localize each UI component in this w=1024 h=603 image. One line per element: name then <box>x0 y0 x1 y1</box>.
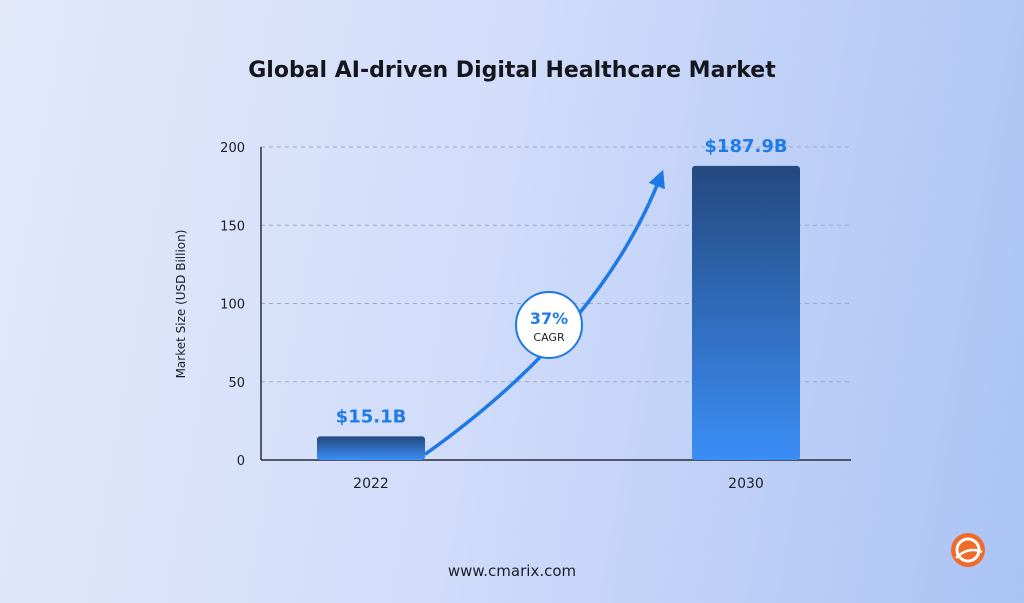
cagr-annotation: 37% CAGR <box>423 169 665 456</box>
website-url: www.cmarix.com <box>447 562 577 580</box>
y-tick-label: 0 <box>237 454 245 469</box>
bar-2030 <box>692 165 800 460</box>
x-tick-label: 2022 <box>353 476 389 492</box>
x-tick-labels: 2022 2030 <box>353 476 764 492</box>
chart-title: Global AI-driven Digital Healthcare Mark… <box>248 58 776 83</box>
cmarix-logo-icon <box>951 533 985 567</box>
cagr-badge <box>515 291 583 359</box>
y-tick-label: 50 <box>228 376 245 391</box>
y-tick-labels: 0 50 100 150 200 <box>220 141 245 469</box>
y-tick-label: 200 <box>220 141 245 156</box>
cagr-label: CAGR <box>533 331 565 344</box>
y-axis-label: Market Size (USD Billion) <box>174 230 188 379</box>
bar-2022 <box>317 436 425 460</box>
data-label-2022: $15.1B <box>336 406 407 427</box>
x-tick-label: 2030 <box>728 476 764 492</box>
cagr-value: 37% <box>530 309 568 328</box>
data-label-2030: $187.9B <box>704 136 787 157</box>
y-tick-label: 100 <box>220 298 245 313</box>
y-tick-label: 150 <box>220 219 245 234</box>
bars: $15.1B $187.9B <box>317 136 800 460</box>
